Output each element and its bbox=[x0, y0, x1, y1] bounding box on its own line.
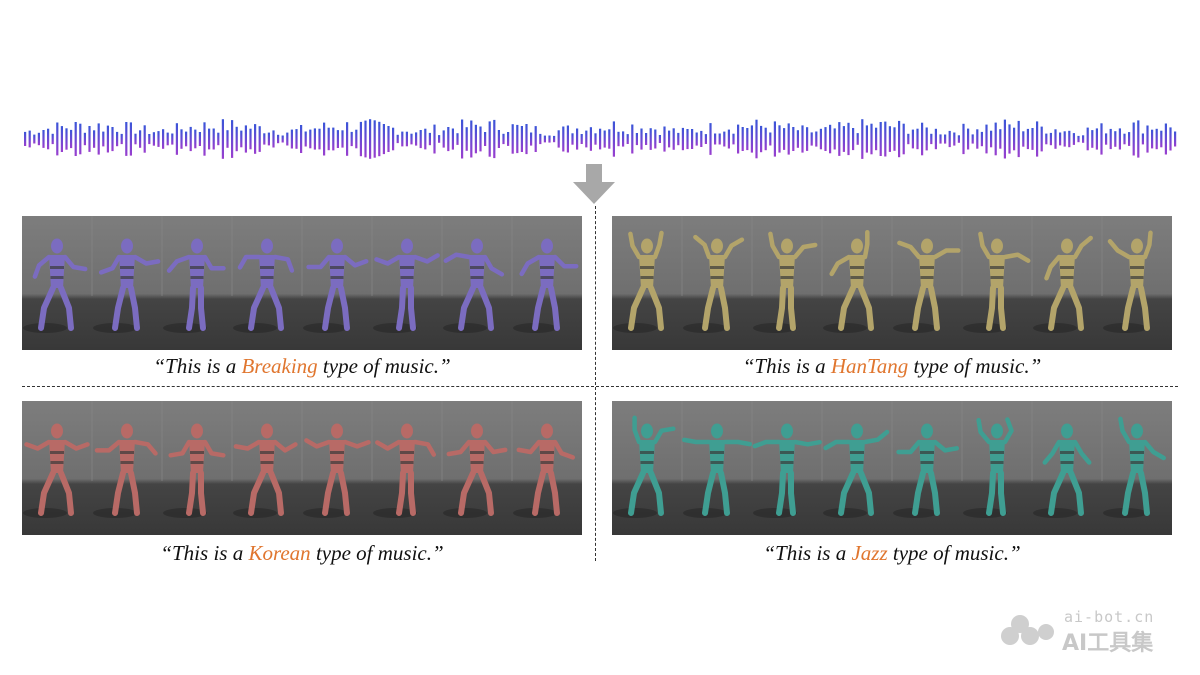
frame-separator bbox=[681, 401, 683, 481]
dancer-figure bbox=[233, 238, 295, 333]
dancer-figure bbox=[963, 231, 1031, 333]
dancer-figure bbox=[373, 238, 440, 333]
dancer-figure bbox=[233, 423, 298, 518]
dancer-figure bbox=[752, 423, 822, 518]
frame-separator bbox=[441, 401, 443, 481]
dance-sequence-hantang bbox=[613, 216, 1153, 333]
caption-suffix: type of music.” bbox=[310, 541, 444, 565]
frame-separator bbox=[371, 216, 373, 296]
down-arrow-icon bbox=[573, 164, 615, 204]
frame-separator bbox=[301, 401, 303, 481]
frame-separator bbox=[821, 401, 823, 481]
dancer-figure bbox=[303, 423, 371, 518]
cloud-logo-icon bbox=[1001, 615, 1054, 645]
dance-sequence-breaking bbox=[23, 216, 579, 333]
frame-separator bbox=[751, 401, 753, 481]
frame-separator bbox=[231, 216, 233, 296]
frame-separator bbox=[161, 216, 163, 296]
frame-separator bbox=[961, 216, 963, 296]
dancer-figure bbox=[93, 423, 158, 518]
frame-separator bbox=[1101, 216, 1103, 296]
caption-prefix: “This is a bbox=[153, 354, 242, 378]
genre-label: Breaking bbox=[241, 354, 318, 378]
dancer-figure bbox=[893, 423, 960, 518]
dancer-figure bbox=[303, 238, 369, 333]
frame-separator bbox=[91, 401, 93, 481]
caption-prefix: “This is a bbox=[160, 541, 249, 565]
frame-separator bbox=[891, 401, 893, 481]
dance-panel-breaking bbox=[22, 216, 582, 350]
dancer-figure bbox=[893, 238, 961, 333]
dancer-figure bbox=[683, 234, 745, 333]
dancer-figure bbox=[93, 238, 161, 333]
caption-suffix: type of music.” bbox=[317, 354, 451, 378]
frame-separator bbox=[511, 401, 513, 481]
horizontal-divider bbox=[22, 386, 1178, 387]
dancer-figure bbox=[753, 231, 818, 333]
dancer-figure bbox=[513, 423, 576, 518]
frame-separator bbox=[1031, 401, 1033, 481]
caption-breaking: “This is a Breaking type of music.” bbox=[22, 354, 582, 379]
caption-suffix: type of music.” bbox=[887, 541, 1021, 565]
genre-label: Korean bbox=[248, 541, 311, 565]
dancer-figure bbox=[823, 423, 890, 518]
dancer-figure bbox=[373, 423, 437, 518]
frame-separator bbox=[301, 216, 303, 296]
dancer-figure bbox=[163, 423, 226, 518]
dancer-figure bbox=[163, 238, 226, 333]
dancer-figure bbox=[613, 230, 664, 333]
genre-label: Jazz bbox=[851, 541, 888, 565]
frame-separator bbox=[161, 401, 163, 481]
caption-prefix: “This is a bbox=[763, 541, 852, 565]
frame-separator bbox=[441, 216, 443, 296]
dance-panel-hantang bbox=[612, 216, 1172, 350]
caption-jazz: “This is a Jazz type of music.” bbox=[612, 541, 1172, 566]
dancer-figure bbox=[1033, 423, 1092, 518]
frame-separator bbox=[751, 216, 753, 296]
watermark-name: AI工具集 bbox=[1062, 631, 1154, 656]
dance-sequence-jazz bbox=[613, 401, 1166, 518]
dancer-figure bbox=[681, 423, 753, 518]
dance-panel-korean bbox=[22, 401, 582, 535]
frame-separator bbox=[231, 401, 233, 481]
frame-separator bbox=[91, 216, 93, 296]
dancer-figure bbox=[443, 423, 508, 518]
caption-korean: “This is a Korean type of music.” bbox=[22, 541, 582, 566]
dance-panel-jazz bbox=[612, 401, 1172, 535]
audio-waveform bbox=[24, 119, 1177, 159]
dancer-figure bbox=[23, 423, 90, 518]
frame-separator bbox=[891, 216, 893, 296]
caption-hantang: “This is a HanTang type of music.” bbox=[612, 354, 1172, 379]
genre-label: HanTang bbox=[830, 354, 909, 378]
watermark-url: ai-bot.cn bbox=[1064, 608, 1155, 626]
frame-separator bbox=[371, 401, 373, 481]
caption-suffix: type of music.” bbox=[908, 354, 1042, 378]
vertical-divider bbox=[595, 206, 596, 561]
dance-sequence-korean bbox=[23, 401, 576, 518]
dancer-figure bbox=[1033, 235, 1093, 333]
frame-separator bbox=[961, 401, 963, 481]
frame-separator bbox=[1031, 216, 1033, 296]
frame-separator bbox=[681, 216, 683, 296]
frame-separator bbox=[1101, 401, 1103, 481]
frame-separator bbox=[511, 216, 513, 296]
dancer-figure bbox=[23, 238, 88, 333]
frame-separator bbox=[821, 216, 823, 296]
dancer-figure bbox=[1103, 230, 1153, 333]
dancer-figure bbox=[443, 238, 505, 333]
dancer-figure bbox=[963, 417, 1014, 518]
dancer-figure bbox=[823, 229, 874, 333]
caption-prefix: “This is a bbox=[742, 354, 831, 378]
dancer-figure bbox=[613, 415, 676, 518]
dancer-figure bbox=[1103, 416, 1166, 518]
dancer-figure bbox=[513, 238, 579, 333]
